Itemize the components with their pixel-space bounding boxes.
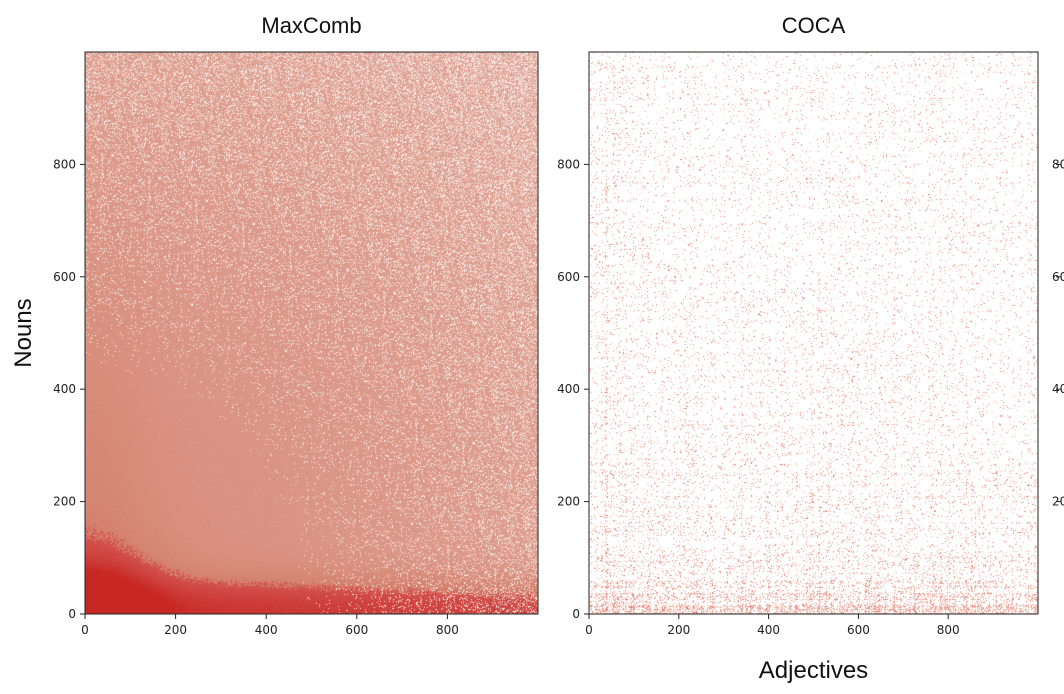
maxcomb-x-tick-label: 600: [345, 623, 368, 637]
maxcomb-x-tick-label: 0: [81, 623, 89, 637]
maxcomb-y-tick-label: 800: [53, 157, 76, 171]
coca-plot-frame: [588, 51, 1039, 615]
maxcomb-panel: MaxComb 0 200 400 600 800 0 200 400 600 800: [53, 13, 539, 637]
maxcomb-x-tick-label: 800: [436, 623, 459, 637]
coca-heatmap-image: [589, 52, 1038, 614]
coca-x-tick-label: 200: [667, 623, 690, 637]
coca-y-tick-label: 400: [557, 382, 580, 396]
maxcomb-heatmap-image: [85, 52, 538, 614]
coca-y-ticks: 0 200 400 600 800: [557, 157, 589, 621]
coca-title: COCA: [782, 13, 846, 38]
third-panel-y-tick-label: 20: [1052, 495, 1064, 509]
coca-x-tick-label: 800: [937, 623, 960, 637]
maxcomb-y-tick-label: 400: [53, 382, 76, 396]
coca-y-tick-label: 200: [557, 495, 580, 509]
coca-x-tick-label: 600: [847, 623, 870, 637]
third-panel-partial: 20 40 60 80: [1052, 157, 1064, 508]
x-axis-label: Adjectives: [759, 657, 868, 684]
maxcomb-x-ticks: 0 200 400 600 800: [81, 614, 459, 637]
third-panel-y-ticks: 20 40 60 80: [1052, 157, 1064, 508]
coca-y-tick-label: 0: [572, 607, 580, 621]
maxcomb-y-tick-label: 200: [53, 495, 76, 509]
third-panel-y-tick-label: 40: [1052, 382, 1064, 396]
maxcomb-plot-frame: [84, 51, 539, 615]
maxcomb-x-tick-label: 400: [255, 623, 278, 637]
coca-panel: COCA 0 200 400 600 800 0 200 400 600 800: [557, 13, 1039, 637]
y-axis-label: Nouns: [10, 298, 37, 367]
coca-y-tick-label: 600: [557, 270, 580, 284]
maxcomb-title: MaxComb: [261, 13, 361, 38]
coca-x-ticks: 0 200 400 600 800: [585, 614, 960, 637]
third-panel-y-tick-label: 60: [1052, 270, 1064, 284]
third-panel-y-tick-label: 80: [1052, 157, 1064, 171]
maxcomb-y-ticks: 0 200 400 600 800: [53, 157, 85, 621]
maxcomb-y-tick-label: 0: [68, 607, 76, 621]
maxcomb-x-tick-label: 200: [164, 623, 187, 637]
coca-y-tick-label: 800: [557, 157, 580, 171]
coca-x-tick-label: 0: [585, 623, 593, 637]
coca-x-tick-label: 400: [757, 623, 780, 637]
maxcomb-y-tick-label: 600: [53, 270, 76, 284]
